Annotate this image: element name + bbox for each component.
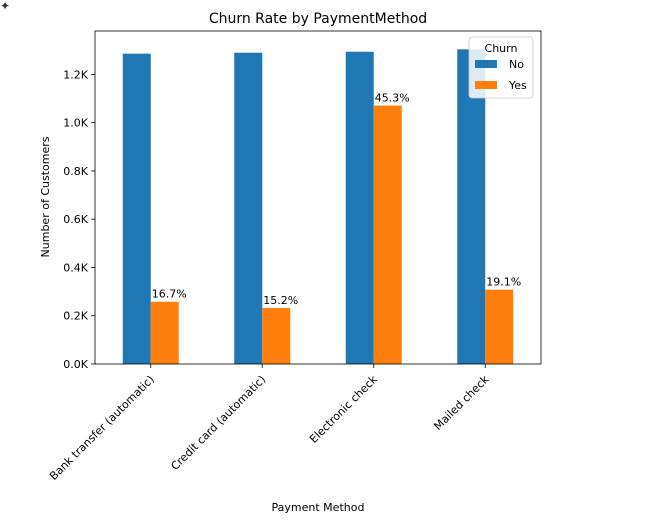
bar-no (122, 53, 151, 364)
legend-label-yes: Yes (508, 79, 527, 92)
y-tick-label: 1.2K (63, 68, 88, 81)
x-tick-label: Mailed check (431, 372, 491, 432)
bar-value-label: 45.3% (375, 92, 410, 105)
value-labels: 16.7% 15.2% 45.3% 19.1% (152, 92, 521, 307)
legend-label-no: No (509, 58, 524, 71)
legend-swatch-no (475, 60, 497, 68)
bar-value-label: 16.7% (152, 288, 187, 301)
x-axis-label: Payment Method (272, 501, 365, 514)
x-tick-label: Electronic check (307, 372, 380, 445)
bar-yes (150, 301, 179, 364)
bar-no (234, 52, 263, 364)
y-axis-label: Number of Customers (39, 136, 52, 257)
bar-yes (373, 105, 402, 364)
y-tick-label: 0.0K (63, 358, 88, 371)
x-tick-label: Bank transfer (automatic) (47, 373, 157, 483)
y-tick-label: 0.2K (63, 310, 88, 323)
y-axis: 0.0K 0.2K 0.4K 0.6K 0.8K 1.0K 1.2K (63, 68, 95, 371)
bar-no (457, 49, 486, 364)
y-tick-label: 0.6K (63, 213, 88, 226)
bar-yes (262, 308, 291, 364)
bar-value-label: 19.1% (486, 276, 521, 289)
x-axis: Bank transfer (automatic) Credit card (au… (47, 364, 492, 483)
y-tick-label: 0.8K (63, 165, 88, 178)
y-tick-label: 1.0K (63, 117, 88, 130)
bar-value-label: 15.2% (263, 294, 298, 307)
legend: Churn No Yes (468, 36, 534, 99)
y-tick-label: 0.4K (63, 261, 88, 274)
legend-swatch-yes (475, 81, 497, 89)
x-tick-label: Credit card (automatic) (168, 373, 268, 473)
bars (122, 49, 514, 365)
plot-frame (94, 30, 542, 365)
bar-yes (485, 289, 514, 364)
bar-no (345, 51, 374, 365)
chart-title: Churn Rate by PaymentMethod (209, 11, 427, 27)
corner-glyph: ✦ (0, 0, 11, 13)
legend-title: Churn (485, 42, 518, 55)
